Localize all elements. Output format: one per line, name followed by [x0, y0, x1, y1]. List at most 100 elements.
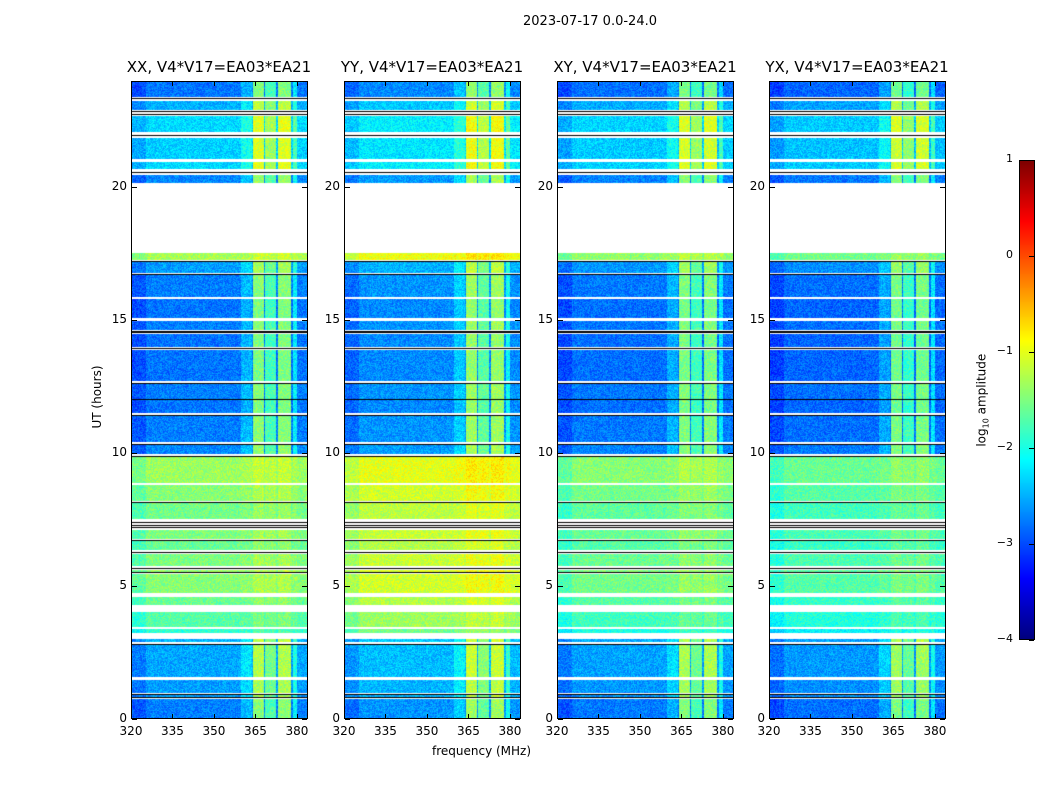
x-tick-label: 380	[498, 724, 522, 738]
heatmap-panel	[344, 81, 521, 719]
x-tick-mark	[426, 82, 428, 86]
y-tick-mark	[515, 453, 520, 455]
y-tick-label: 20	[749, 179, 765, 194]
y-tick-mark	[345, 719, 350, 720]
x-tick-label: 320	[757, 724, 781, 738]
x-tick-mark	[893, 714, 895, 718]
x-tick-label: 350	[840, 724, 864, 738]
y-tick-label: 15	[537, 312, 553, 327]
x-tick-mark	[344, 82, 345, 86]
y-tick-mark	[132, 320, 137, 322]
x-tick-mark	[934, 714, 936, 718]
y-tick-label: 0	[119, 711, 127, 725]
y-tick-mark	[770, 586, 775, 588]
x-tick-mark	[893, 82, 895, 86]
y-tick-label: 0	[332, 711, 340, 725]
y-tick-mark	[770, 320, 775, 322]
y-tick-mark	[345, 187, 350, 189]
heatmap-panel	[557, 81, 734, 719]
x-tick-mark	[810, 714, 812, 718]
y-tick-mark	[132, 719, 137, 720]
y-tick-mark	[558, 719, 563, 720]
colorbar	[1019, 160, 1035, 640]
x-tick-mark	[598, 714, 600, 718]
x-tick-mark	[810, 82, 812, 86]
heatmap-image	[558, 82, 733, 718]
y-tick-mark	[728, 453, 733, 455]
x-tick-mark	[639, 714, 641, 718]
y-tick-mark	[940, 586, 945, 588]
y-tick-label: 0	[545, 711, 553, 725]
x-tick-label: 380	[923, 724, 947, 738]
x-tick-mark	[296, 82, 298, 86]
y-tick-label: 20	[324, 179, 340, 194]
x-tick-mark	[213, 714, 215, 718]
colorbar-tick-mark	[1029, 256, 1034, 257]
x-tick-mark	[385, 82, 387, 86]
y-tick-label: 10	[324, 445, 340, 460]
panel-title: YY, V4*V17=EA03*EA21	[340, 58, 524, 76]
x-tick-mark	[509, 82, 511, 86]
x-tick-mark	[722, 714, 724, 718]
y-tick-mark	[770, 187, 775, 189]
x-tick-mark	[509, 714, 511, 718]
y-tick-mark	[302, 453, 307, 455]
x-tick-mark	[344, 714, 345, 718]
y-tick-label: 20	[537, 179, 553, 194]
y-tick-label: 5	[332, 578, 340, 593]
x-tick-mark	[934, 82, 936, 86]
x-tick-mark	[213, 82, 215, 86]
x-tick-mark	[769, 714, 770, 718]
x-tick-mark	[639, 82, 641, 86]
x-tick-label: 365	[244, 724, 267, 738]
y-tick-mark	[558, 586, 563, 588]
y-tick-mark	[302, 586, 307, 588]
x-tick-mark	[131, 714, 132, 718]
x-tick-label: 335	[161, 724, 184, 738]
heatmap-image	[770, 82, 945, 718]
y-tick-mark	[345, 320, 350, 322]
y-tick-label: 5	[119, 578, 127, 593]
x-tick-mark	[255, 82, 257, 86]
panel-title: YX, V4*V17=EA03*EA21	[765, 58, 949, 76]
y-tick-mark	[515, 719, 520, 720]
heatmap-image	[132, 82, 307, 718]
y-tick-mark	[728, 320, 733, 322]
figure-title: 2023-07-17 0.0-24.0	[523, 14, 657, 29]
y-tick-mark	[940, 453, 945, 455]
x-tick-mark	[598, 82, 600, 86]
y-tick-label: 15	[749, 312, 765, 327]
y-tick-label: 10	[111, 445, 127, 460]
heatmap-panel	[769, 81, 946, 719]
colorbar-tick-mark	[1029, 640, 1034, 641]
y-tick-mark	[132, 586, 137, 588]
x-tick-mark	[681, 714, 683, 718]
x-tick-label: 320	[545, 724, 569, 738]
heatmap-image	[345, 82, 520, 718]
x-tick-label: 320	[119, 724, 143, 738]
x-tick-mark	[296, 714, 298, 718]
x-tick-mark	[557, 82, 558, 86]
colorbar-tick-mark	[1029, 448, 1034, 449]
x-tick-mark	[468, 714, 470, 718]
x-tick-label: 365	[882, 724, 905, 738]
x-tick-mark	[557, 714, 558, 718]
x-tick-label: 320	[332, 724, 356, 738]
x-tick-label: 350	[202, 724, 226, 738]
x-tick-label: 365	[670, 724, 693, 738]
x-tick-mark	[172, 714, 174, 718]
y-tick-mark	[302, 187, 307, 189]
y-tick-mark	[940, 320, 945, 322]
x-tick-mark	[255, 714, 257, 718]
y-tick-mark	[770, 453, 775, 455]
y-tick-mark	[515, 320, 520, 322]
y-tick-mark	[302, 320, 307, 322]
x-tick-mark	[385, 714, 387, 718]
x-tick-label: 380	[711, 724, 735, 738]
x-tick-mark	[172, 82, 174, 86]
x-tick-label: 335	[587, 724, 610, 738]
x-tick-label: 350	[415, 724, 439, 738]
y-tick-label: 5	[757, 578, 765, 593]
x-tick-label: 335	[799, 724, 822, 738]
